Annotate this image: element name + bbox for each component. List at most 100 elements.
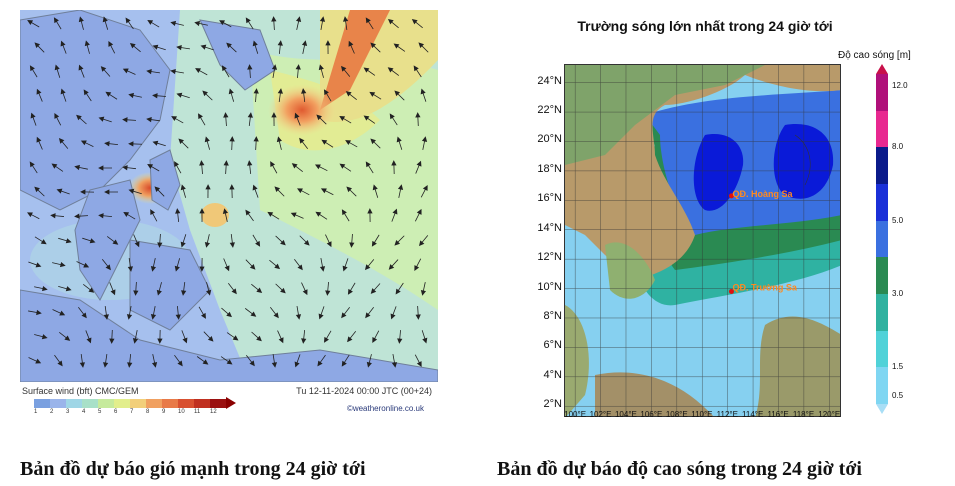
longitude-label: 102°E — [589, 410, 612, 419]
latitude-label: 24°N — [537, 74, 562, 87]
wave-map: QĐ. Hoàng Sa QĐ. Trường Sa — [564, 64, 841, 417]
wind-arrow-icon — [128, 92, 142, 99]
wind-arrow-icon — [397, 184, 404, 198]
wind-arrow-icon — [202, 90, 213, 101]
wind-arrow-icon — [246, 355, 255, 367]
wind-arrow-icon — [78, 306, 87, 319]
wind-arrow-icon — [222, 208, 229, 222]
wind-arrow-icon — [277, 330, 284, 344]
wind-arrow-icon — [245, 259, 256, 270]
wind-arrow-icon — [395, 282, 404, 295]
colorbar-segment — [876, 294, 888, 332]
wind-arrow-icon — [74, 164, 88, 171]
wind-arrow-icon — [205, 184, 211, 199]
longitude-label: 120°E — [818, 410, 841, 419]
wind-arrow-icon — [394, 90, 405, 101]
colorbar-segment — [876, 330, 888, 368]
wind-arrow-icon — [170, 68, 184, 75]
longitude-label: 110°E — [691, 410, 713, 419]
wind-arrow-icon — [221, 65, 230, 78]
wave-map-title: Trường sóng lớn nhất trong 24 giờ tới — [577, 18, 833, 34]
wind-arrow-icon — [171, 116, 184, 124]
wind-scale-segment — [50, 399, 66, 408]
wind-arrow-icon — [397, 329, 403, 344]
wind-arrow-icon — [371, 234, 380, 247]
wave-height-colorbar — [876, 64, 888, 414]
wind-arrow-icon — [269, 259, 281, 270]
wind-arrow-icon — [347, 282, 356, 295]
wind-arrow-icon — [150, 306, 157, 320]
wind-arrow-icon — [389, 113, 398, 126]
wind-arrow-icon — [34, 285, 48, 292]
wind-scale-tick: 1 — [34, 409, 38, 415]
wind-arrow-icon — [180, 184, 187, 198]
wind-map-panel: Surface wind (bft) CMC/GEM Tu 12-11-2024… — [20, 10, 438, 418]
wind-arrow-icon — [301, 329, 307, 344]
wind-scale-tick: 2 — [50, 409, 54, 415]
wind-arrow-icon — [339, 115, 352, 124]
wind-arrow-icon — [388, 259, 399, 270]
wind-arrow-icon — [277, 88, 283, 102]
wind-arrow-icon — [319, 16, 326, 30]
caption-wave-map: Bản đồ dự báo độ cao sóng trong 24 giờ t… — [497, 458, 862, 480]
wind-arrow-icon — [370, 138, 381, 149]
wind-arrow-icon — [223, 112, 229, 127]
wind-arrow-icon — [122, 165, 137, 171]
wind-arrow-icon — [295, 16, 302, 30]
wind-arrow-icon — [128, 188, 142, 195]
wind-arrow-icon — [83, 89, 92, 102]
wind-arrow-icon — [128, 141, 143, 147]
wind-arrow-icon — [325, 234, 332, 248]
wind-arrow-icon — [200, 44, 214, 51]
wind-arrow-icon — [204, 234, 210, 248]
wind-arrow-icon — [152, 44, 166, 51]
wind-arrow-icon — [315, 211, 328, 220]
latitude-label: 18°N — [537, 162, 562, 175]
latitude-label: 22°N — [537, 104, 562, 117]
wind-arrow-icon — [157, 329, 163, 344]
longitude-label: 108°E — [665, 410, 688, 419]
wind-arrow-icon — [415, 112, 421, 127]
wind-arrow-icon — [223, 160, 229, 175]
wind-scale-tick: 4 — [82, 409, 86, 415]
wind-arrow-icon — [228, 88, 235, 102]
wind-scale-segment — [82, 399, 98, 408]
wind-arrow-icon — [104, 141, 119, 147]
wind-arrow-icon — [219, 20, 232, 28]
latitude-label: 12°N — [537, 251, 562, 264]
marker-hoang-sa-label: QĐ. Hoàng Sa — [732, 189, 793, 199]
wind-arrow-icon — [414, 354, 422, 368]
wind-arrow-icon — [317, 354, 326, 367]
wind-arrow-icon — [297, 188, 310, 196]
latitude-label: 6°N — [543, 339, 562, 352]
wind-arrow-icon — [223, 258, 230, 272]
colorbar-segment — [876, 367, 888, 405]
latitude-label: 2°N — [543, 398, 562, 411]
wind-arrow-icon — [109, 329, 115, 344]
wind-arrow-icon — [247, 112, 253, 127]
longitude-label: 100°E — [564, 410, 587, 419]
wind-arrow-icon — [52, 262, 66, 268]
wind-arrow-icon — [301, 88, 307, 103]
wind-arrow-icon — [175, 305, 181, 320]
wind-arrow-icon — [100, 66, 111, 77]
longitude-label: 106°E — [640, 410, 663, 419]
wind-scale-tick: 5 — [98, 409, 102, 415]
wind-arrow-icon — [275, 235, 286, 246]
wind-map-footer: Surface wind (bft) CMC/GEM Tu 12-11-2024… — [20, 384, 438, 418]
wind-arrow-icon — [251, 331, 262, 342]
wind-arrow-icon — [226, 42, 237, 53]
wind-arrow-icon — [271, 16, 277, 31]
wind-arrow-icon — [421, 136, 428, 150]
wind-arrow-icon — [50, 213, 65, 219]
wind-arrow-icon — [122, 68, 136, 75]
wind-arrow-icon — [176, 45, 190, 51]
wind-arrow-icon — [34, 42, 45, 53]
colorbar-tick: 5.0 — [892, 215, 904, 225]
wind-arrow-icon — [53, 17, 62, 30]
longitude-label: 112°E — [716, 410, 738, 419]
wind-arrow-icon — [414, 208, 422, 222]
longitude-label: 118°E — [792, 410, 815, 419]
wind-arrow-icon — [30, 112, 37, 126]
wind-arrow-icon — [103, 306, 109, 320]
